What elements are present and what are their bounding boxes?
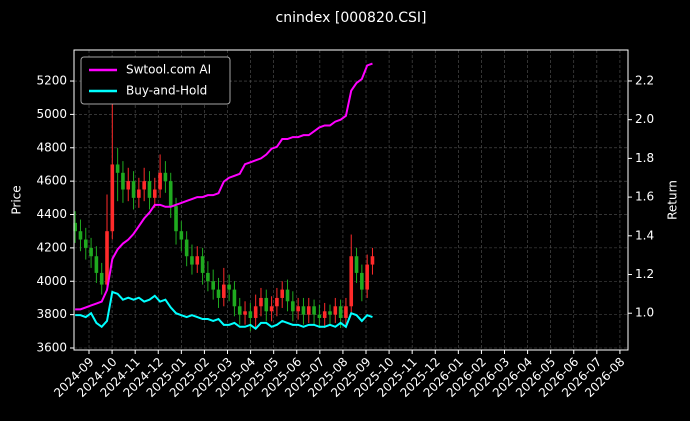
legend: Swtool.com AI Buy-and-Hold [80,56,231,105]
y-tick-label: 3800 [36,307,67,321]
candle-body [259,297,263,307]
candle-body [370,256,375,265]
candle-body [131,181,136,198]
candle-body [275,297,279,307]
y2-tick-label: 1.2 [635,267,654,281]
candle-body [89,247,93,257]
candle-body [152,189,157,198]
candle-body [285,289,290,302]
candle-body [349,256,354,307]
candle-body [78,231,83,240]
candle-body [338,306,343,318]
candle-body [322,311,327,318]
candle-body [174,206,178,232]
candle-body [184,239,189,257]
candle-body [333,306,338,315]
candle-body [168,181,173,207]
candle-body [105,231,109,285]
candle-body [137,189,141,198]
candle-body [200,256,205,273]
candle-body [280,289,285,298]
candle-body [306,306,311,315]
candle-body [216,289,221,298]
candle-body [301,306,306,315]
y-tick-label: 5000 [36,107,67,121]
y2-tick-label: 1.8 [635,151,654,165]
y2-axis-label: Return [666,180,680,220]
candle-body [243,311,247,315]
legend-label: Swtool.com AI [126,63,211,77]
candle-body [365,264,369,290]
candle-body [328,311,332,315]
candle-body [264,297,269,312]
candle-body [269,306,274,312]
candle-body [73,222,77,232]
candle-body [190,256,194,265]
y-tick-label: 4200 [36,240,67,254]
candle-body [344,306,348,318]
candle-body [354,256,359,273]
y-tick-label: 4800 [36,140,67,154]
series-line [75,62,373,311]
y2-tick-label: 1.6 [635,190,654,204]
candle-body [253,306,258,318]
candle-body [94,256,99,273]
legend-box [80,56,231,105]
chart-title: cnindex [000820.CSI] [276,10,427,26]
y2-tick-label: 2.2 [635,73,654,87]
candle-body [142,181,146,190]
candle-body [83,239,88,248]
candle-body [360,272,364,290]
candle-body [147,181,152,198]
y2-tick-label: 1.4 [635,228,654,242]
candle-body [317,314,322,318]
y-tick-label: 4400 [36,207,67,221]
candle-body [158,172,162,190]
candle-body [232,289,237,307]
y2-tick-label: 2.0 [635,112,654,126]
candle-body [206,272,210,282]
y-axis-label: Price [10,185,24,214]
candle-body [110,164,115,232]
candle-body [291,301,295,312]
y-tick-label: 4000 [36,274,67,288]
y2-tick-label: 1.0 [635,306,654,320]
y-tick-label: 4600 [36,174,67,188]
candle-body [222,284,226,298]
y-tick-label: 5200 [36,74,67,88]
candle-body [179,231,184,240]
candle-body [211,281,215,290]
candle-body [227,284,231,290]
candle-body [312,306,316,315]
y-tick-label: 3600 [36,340,67,354]
candle-body [163,172,168,182]
legend-label: Buy-and-Hold [126,84,207,98]
candle-body [237,306,242,315]
candle-body [126,181,131,190]
series-line [75,290,373,331]
candle-body [115,164,120,173]
plot-frame [73,49,629,351]
candle-body [121,172,125,190]
candle-body [195,256,200,265]
candle-body [99,272,104,285]
candle-body [296,306,300,312]
candle-body [248,311,253,318]
